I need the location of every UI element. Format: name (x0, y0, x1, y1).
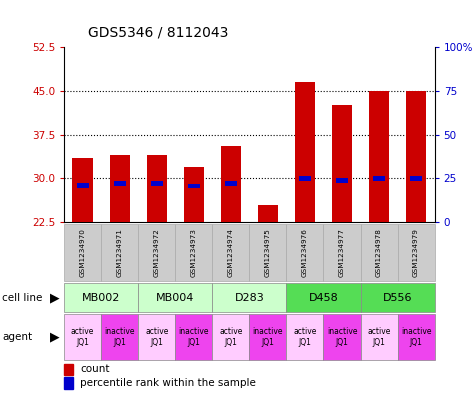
Bar (406, 91, 426, 222)
Text: ▶: ▶ (50, 291, 59, 304)
Bar (225, 182, 237, 186)
Text: inactive
JQ1: inactive JQ1 (253, 327, 283, 347)
Bar (138, 283, 212, 312)
Text: percentile rank within the sample: percentile rank within the sample (80, 378, 256, 388)
Text: ▶: ▶ (50, 331, 59, 343)
Bar (73, 158, 93, 222)
Bar (151, 182, 163, 186)
Text: agent: agent (2, 332, 32, 342)
Text: GSM1234971: GSM1234971 (117, 228, 123, 277)
Bar (286, 283, 361, 312)
Bar (373, 176, 385, 180)
Bar (323, 224, 361, 281)
Text: active
JQ1: active JQ1 (71, 327, 95, 347)
Text: GSM1234976: GSM1234976 (302, 228, 308, 277)
Bar (184, 167, 204, 222)
Bar (64, 377, 73, 389)
Bar (323, 314, 361, 360)
Text: GSM1234970: GSM1234970 (80, 228, 86, 277)
Bar (212, 314, 249, 360)
Bar (398, 314, 435, 360)
Bar (64, 364, 73, 375)
Text: GSM1234979: GSM1234979 (413, 228, 419, 277)
Bar (64, 314, 101, 360)
Text: GSM1234977: GSM1234977 (339, 228, 345, 277)
Text: GSM1234973: GSM1234973 (191, 228, 197, 277)
Bar (286, 224, 323, 281)
Text: D556: D556 (383, 293, 412, 303)
Text: GSM1234975: GSM1234975 (265, 228, 271, 277)
Bar (336, 178, 348, 183)
Bar (188, 184, 200, 188)
Bar (64, 283, 138, 312)
Bar (101, 224, 138, 281)
Bar (114, 182, 126, 186)
Bar (332, 105, 352, 222)
Text: inactive
JQ1: inactive JQ1 (104, 327, 135, 347)
Text: inactive
JQ1: inactive JQ1 (401, 327, 431, 347)
Bar (299, 176, 311, 180)
Text: inactive
JQ1: inactive JQ1 (327, 327, 357, 347)
Text: inactive
JQ1: inactive JQ1 (179, 327, 209, 347)
Bar (249, 314, 286, 360)
Text: active
JQ1: active JQ1 (367, 327, 391, 347)
Bar (398, 224, 435, 281)
Text: cell line: cell line (2, 293, 43, 303)
Bar (138, 314, 175, 360)
Bar (175, 314, 212, 360)
Text: active
JQ1: active JQ1 (219, 327, 243, 347)
Bar (262, 251, 274, 255)
Bar (64, 224, 101, 281)
Text: GSM1234972: GSM1234972 (154, 228, 160, 277)
Text: active
JQ1: active JQ1 (293, 327, 317, 347)
Text: GSM1234974: GSM1234974 (228, 228, 234, 277)
Bar (212, 224, 249, 281)
Bar (286, 314, 323, 360)
Bar (147, 155, 167, 222)
Text: MB002: MB002 (82, 293, 120, 303)
Bar (361, 283, 435, 312)
Bar (258, 204, 278, 222)
Bar (175, 224, 212, 281)
Text: D458: D458 (309, 293, 338, 303)
Bar (138, 224, 175, 281)
Text: MB004: MB004 (156, 293, 194, 303)
Bar (76, 183, 89, 187)
Bar (295, 82, 315, 222)
Bar (369, 91, 389, 222)
Text: D283: D283 (235, 293, 264, 303)
Bar (221, 146, 241, 222)
Bar (212, 283, 286, 312)
Bar (361, 314, 398, 360)
Text: active
JQ1: active JQ1 (145, 327, 169, 347)
Bar (249, 224, 286, 281)
Text: count: count (80, 364, 110, 374)
Bar (101, 314, 138, 360)
Text: GDS5346 / 8112043: GDS5346 / 8112043 (88, 25, 228, 39)
Bar (410, 176, 422, 180)
Text: GSM1234978: GSM1234978 (376, 228, 382, 277)
Bar (361, 224, 398, 281)
Bar (110, 155, 130, 222)
